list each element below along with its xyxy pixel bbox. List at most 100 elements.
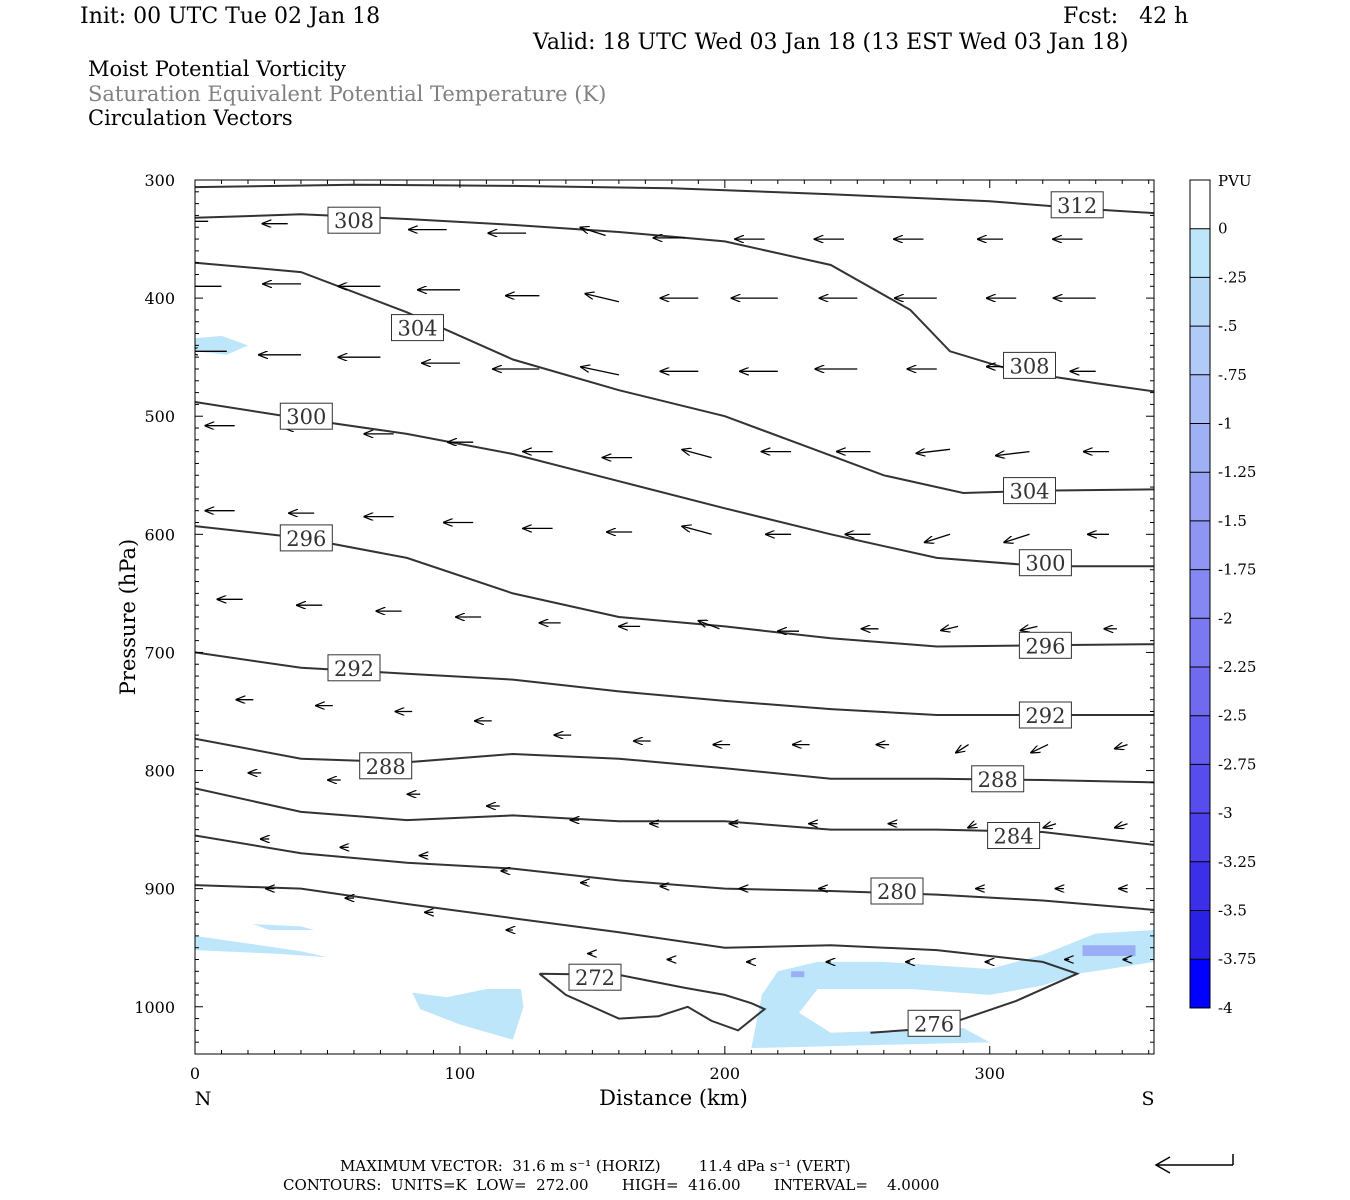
colorbar-bin-16 bbox=[1190, 959, 1210, 1008]
colorbar-bin-2 bbox=[1190, 277, 1210, 327]
contour-labels: 312 308 308 304 304 300 300 296 296 292 292 288 288 2… bbox=[279, 191, 1104, 1037]
contour-label-292-0: 292 bbox=[334, 657, 374, 681]
contour-label-box-292-0 bbox=[327, 654, 381, 682]
xtick-label-300: 300 bbox=[974, 1064, 1005, 1083]
pv-colorbar: PVU 0 -.25 -.5 -.75 -1 -1.25 -1.5 -1.75 -2 -2.25 -2… bbox=[1189, 172, 1256, 1017]
ytick-label-700: 700 bbox=[144, 643, 175, 662]
contour-label-box-292-1 bbox=[1018, 701, 1072, 729]
ytick-label-300: 300 bbox=[144, 171, 175, 190]
axes: 300 400 500 600 700 800 900 1000 0 100 200 300 Dista… bbox=[116, 171, 1155, 1110]
colorbar-label-4: -1 bbox=[1218, 415, 1233, 433]
title-vectors: Circulation Vectors bbox=[88, 106, 293, 130]
contour-label-box-296-0 bbox=[279, 524, 333, 552]
colorbar-label-5: -1.25 bbox=[1218, 463, 1256, 481]
contour-label-box-300-1 bbox=[1018, 549, 1072, 577]
colorbar-label-7: -1.75 bbox=[1218, 561, 1256, 579]
vector-81 bbox=[956, 744, 969, 753]
colorbar-label-13: -3.25 bbox=[1218, 853, 1256, 871]
contour-label-box-304-0 bbox=[391, 314, 444, 342]
colorbar-bin-3 bbox=[1190, 326, 1210, 375]
contour-label-292-1: 292 bbox=[1025, 704, 1065, 728]
colorbar-bin-13 bbox=[1190, 813, 1210, 862]
colorbar-bin-14 bbox=[1190, 861, 1210, 911]
contour-label-box-280-0 bbox=[870, 877, 924, 905]
title-pv: Moist Potential Vorticity bbox=[88, 57, 346, 81]
vector-45 bbox=[916, 449, 951, 453]
contour-label-288-1: 288 bbox=[978, 768, 1018, 792]
colorbar-bin-10 bbox=[1190, 667, 1210, 716]
vector-94 bbox=[1043, 824, 1057, 828]
xtick-label-0: 0 bbox=[190, 1064, 200, 1083]
ytick-label-500: 500 bbox=[144, 407, 175, 426]
forecast-hour: Fcst: 42 h bbox=[1063, 4, 1189, 29]
xtick-label-100: 100 bbox=[445, 1064, 476, 1083]
colorbar-label-10: -2.5 bbox=[1218, 707, 1247, 725]
reference-vector bbox=[1154, 1154, 1234, 1174]
contour-label-280-0: 280 bbox=[877, 880, 917, 904]
colorbar-bin-11 bbox=[1190, 715, 1210, 765]
colorbar-bin-8 bbox=[1190, 569, 1210, 619]
vector-66 bbox=[699, 621, 720, 630]
theta-contours bbox=[195, 183, 1154, 1034]
vector-42 bbox=[682, 450, 712, 459]
contour-300 bbox=[195, 401, 1154, 568]
vector-83 bbox=[1115, 745, 1128, 749]
contour-276 bbox=[195, 884, 1080, 1034]
colorbar-bin-12 bbox=[1190, 764, 1210, 814]
contour-label-box-288-1 bbox=[971, 765, 1025, 793]
init-time: Init: 00 UTC Tue 02 Jan 18 bbox=[80, 4, 381, 29]
pv-region-3 bbox=[253, 924, 315, 930]
pv-region-5 bbox=[1082, 945, 1136, 956]
end-label-north: N bbox=[195, 1088, 212, 1110]
vector-58 bbox=[1004, 533, 1030, 542]
contour-label-box-272-0 bbox=[568, 963, 622, 991]
contour-304 bbox=[195, 261, 1154, 495]
contour-label-296-0: 296 bbox=[286, 527, 326, 551]
vector-57 bbox=[925, 533, 951, 542]
colorbar-bin-4 bbox=[1190, 374, 1210, 424]
colorbar-bin-15 bbox=[1190, 910, 1210, 960]
colorbar-bin-7 bbox=[1190, 520, 1210, 570]
contour-272 bbox=[538, 972, 767, 1032]
colorbar-label-14: -3.5 bbox=[1218, 902, 1247, 920]
contour-label-304-1: 304 bbox=[1009, 480, 1049, 504]
contour-label-308-0: 308 bbox=[334, 209, 374, 233]
pv-region-4 bbox=[751, 930, 1154, 1049]
xtick-label-200: 200 bbox=[710, 1064, 741, 1083]
colorbar-label-11: -2.75 bbox=[1218, 755, 1256, 773]
ytick-label-900: 900 bbox=[144, 880, 175, 899]
colorbar-label-0: 0 bbox=[1218, 220, 1228, 238]
ytick-label-400: 400 bbox=[144, 289, 175, 308]
circulation-vectors bbox=[195, 221, 1128, 962]
vector-70 bbox=[1021, 626, 1038, 630]
contour-label-box-276-0 bbox=[907, 1009, 961, 1037]
colorbar-label-2: -.5 bbox=[1218, 317, 1237, 335]
contour-label-308-1: 308 bbox=[1009, 354, 1049, 378]
end-label-south: S bbox=[1141, 1088, 1154, 1110]
pv-region-0 bbox=[412, 989, 524, 1040]
contour-label-276-0: 276 bbox=[914, 1012, 954, 1036]
colorbar-bin-9 bbox=[1190, 618, 1210, 667]
colorbar-label-12: -3 bbox=[1218, 804, 1233, 822]
contour-label-box-308-0 bbox=[327, 206, 381, 234]
colorbar-label-6: -1.5 bbox=[1218, 512, 1247, 530]
vector-93 bbox=[968, 824, 976, 828]
contour-label-box-312-0 bbox=[1050, 191, 1104, 219]
x-axis-label: Distance (km) bbox=[599, 1086, 748, 1110]
valid-time: Valid: 18 UTC Wed 03 Jan 18 (13 EST Wed … bbox=[533, 30, 1129, 55]
pv-region-6 bbox=[791, 971, 805, 978]
ytick-label-800: 800 bbox=[144, 762, 175, 781]
contours-info: CONTOURS: UNITS=K LOW= 272.00 HIGH= 416.… bbox=[283, 1176, 940, 1194]
contour-label-284-0: 284 bbox=[994, 825, 1034, 849]
vector-17 bbox=[585, 294, 620, 303]
contour-label-312-0: 312 bbox=[1057, 194, 1097, 218]
vector-5 bbox=[580, 228, 606, 237]
colorbar-label-16: -4 bbox=[1218, 999, 1233, 1017]
vector-29 bbox=[581, 367, 620, 376]
plot-frame bbox=[194, 179, 1155, 1055]
vector-82 bbox=[1031, 744, 1049, 753]
max-vector-text: MAXIMUM VECTOR: 31.6 m s⁻¹ (HORIZ) 11.4 … bbox=[340, 1157, 851, 1175]
contour-label-box-300-0 bbox=[279, 402, 333, 430]
colorbar-label-8: -2 bbox=[1218, 609, 1233, 627]
y-axis-label: Pressure (hPa) bbox=[116, 539, 140, 695]
